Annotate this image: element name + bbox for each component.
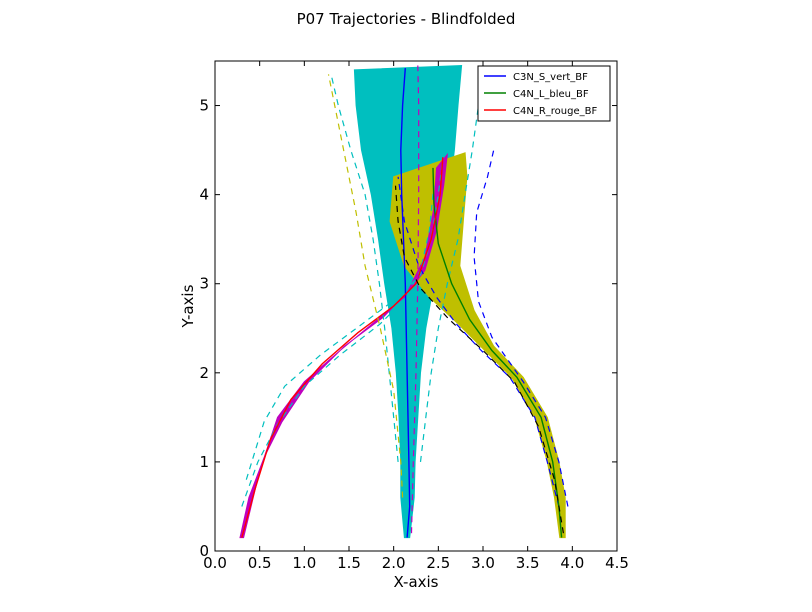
y-tick-label: 2 [199,364,209,382]
x-tick-label: 1.0 [292,554,316,572]
envelope-2 [239,152,448,539]
y-tick-label: 1 [199,453,209,471]
y-tick-label: 4 [199,186,209,204]
y-tick-label: 3 [199,275,209,293]
dashed-bound-1-lower [397,176,560,507]
dashed-bound-1-upper [473,149,569,507]
y-axis-label: Y-axis [179,284,197,328]
x-tick-label: 1.5 [337,554,361,572]
x-tick-label: 4.0 [560,554,584,572]
x-tick-label: 2.0 [382,554,406,572]
legend-entry: C4N_R_rouge_BF [513,106,597,117]
y-tick-label: 0 [199,542,209,560]
dashed-line-4 [394,185,564,534]
dashed-bound-2-lower [241,185,435,507]
series-line-2 [241,157,444,538]
axis-ticks: 0.0 0.5 1.0 1.5 2.0 2.5 3.0 3.5 4.0 4.5 0 1 2 3 4 5 [199,61,629,572]
dashed-line-5 [410,65,420,534]
chart-title: P07 Trajectories - Blindfolded [297,10,516,28]
dashed-bound-0-upper [419,69,484,462]
dashed-line-3 [327,74,404,498]
legend-entry: C3N_S_vert_BF [513,72,588,83]
legend: C3N_S_vert_BF C4N_L_bleu_BF C4N_R_rouge_BF [477,65,611,122]
x-tick-label: 3.0 [471,554,495,572]
y-tick-label: 5 [199,97,209,115]
x-tick-label: 2.5 [426,554,450,572]
envelope-1 [389,152,566,539]
x-tick-label: 3.5 [516,554,540,572]
dashed-bound-0-lower [330,74,399,462]
x-axis-label: X-axis [394,573,439,591]
plot-frame [214,60,618,552]
series-line-0 [400,68,411,538]
x-tick-label: 4.5 [605,554,629,572]
plot-area [239,64,569,539]
x-tick-label: 0.0 [203,554,227,572]
x-tick-label: 0.5 [248,554,272,572]
series-line-1 [432,167,563,538]
legend-entry: C4N_L_bleu_BF [513,89,589,100]
dashed-bound-2-upper [245,158,444,480]
